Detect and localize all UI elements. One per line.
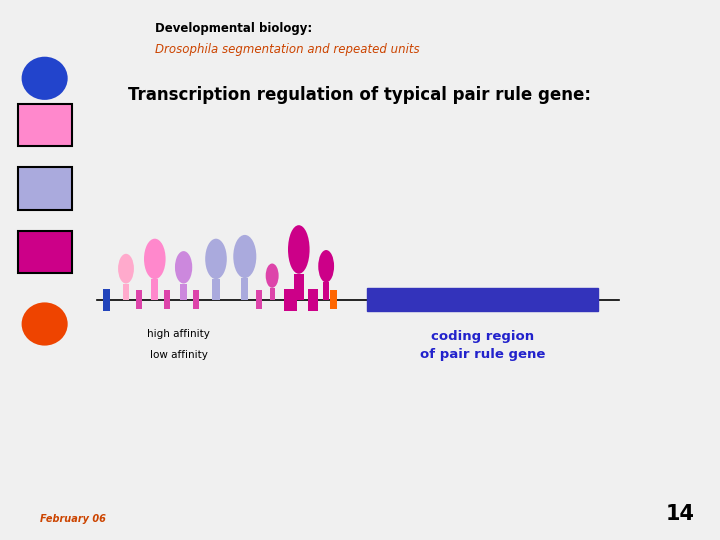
Bar — [164, 291, 171, 309]
Text: Developmental biology:: Developmental biology: — [155, 22, 312, 35]
Text: Transcription regulation of typical pair rule gene:: Transcription regulation of typical pair… — [128, 86, 592, 104]
Bar — [241, 278, 248, 300]
Bar — [330, 291, 337, 309]
Ellipse shape — [266, 264, 279, 288]
Text: February 06: February 06 — [40, 514, 105, 524]
Text: 14: 14 — [666, 504, 695, 524]
Ellipse shape — [288, 225, 310, 274]
Bar — [193, 291, 199, 309]
Bar — [104, 289, 109, 310]
Ellipse shape — [318, 250, 334, 282]
Ellipse shape — [233, 235, 256, 278]
Ellipse shape — [118, 254, 134, 284]
Bar — [18, 167, 72, 210]
Text: coding region
of pair rule gene: coding region of pair rule gene — [420, 330, 545, 361]
Bar — [256, 291, 262, 309]
Ellipse shape — [22, 57, 68, 100]
Ellipse shape — [205, 239, 227, 279]
Bar — [212, 279, 220, 300]
Bar — [123, 284, 129, 300]
Text: low affinity: low affinity — [150, 350, 207, 360]
Bar — [367, 288, 598, 310]
Bar — [18, 104, 72, 146]
Bar — [181, 284, 187, 300]
Bar — [151, 279, 158, 300]
Bar — [135, 291, 143, 309]
Bar — [18, 231, 72, 273]
Text: high affinity: high affinity — [147, 329, 210, 340]
Ellipse shape — [22, 302, 68, 346]
Bar — [284, 289, 297, 310]
Bar — [269, 288, 275, 300]
Ellipse shape — [144, 239, 166, 279]
Bar — [308, 289, 318, 310]
Bar — [323, 282, 329, 300]
Text: Drosophila segmentation and repeated units: Drosophila segmentation and repeated uni… — [155, 43, 420, 56]
Ellipse shape — [175, 251, 192, 284]
Bar — [294, 274, 304, 300]
